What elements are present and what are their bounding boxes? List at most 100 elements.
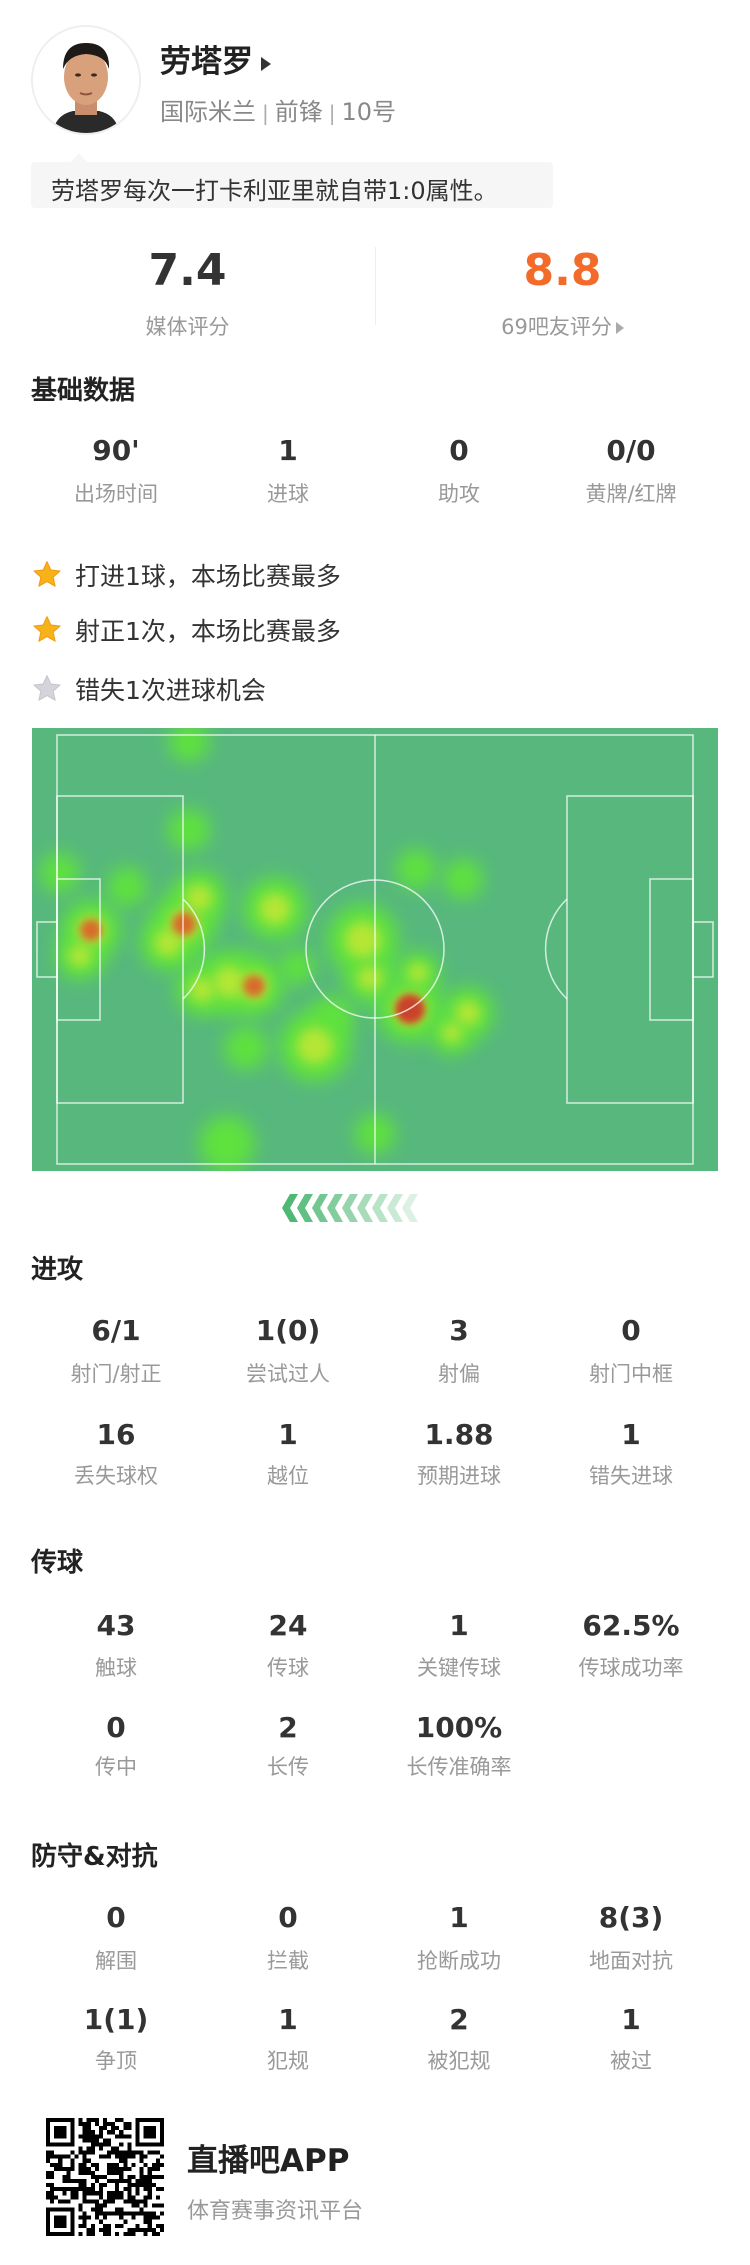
- left-penalty-arc: [182, 898, 206, 1000]
- stat-label: 被犯规: [427, 2049, 491, 2073]
- stat-label: 尝试过人: [246, 1362, 330, 1386]
- stat-value: 62.5%: [582, 1609, 680, 1642]
- divider: [375, 247, 376, 325]
- app-name: 直播吧APP: [187, 2143, 350, 2179]
- stat-label: 预期进球: [417, 1464, 501, 1488]
- stat-value: 16: [96, 1418, 136, 1451]
- section-title-basic: 基础数据: [31, 376, 136, 406]
- heat-spot: [443, 859, 483, 899]
- stat-value: 0/0: [606, 434, 656, 467]
- highlight-text: 打进1球，本场比赛最多: [75, 562, 341, 591]
- stat-label: 关键传球: [417, 1656, 501, 1680]
- stat-value: 0: [449, 434, 469, 467]
- chevron-left-icon: [327, 1194, 343, 1222]
- stat-value: 1: [278, 434, 298, 467]
- highlight-item: 打进1球，本场比赛最多: [31, 557, 341, 593]
- caret-right-icon: [261, 56, 271, 71]
- heatmap-layer: [40, 728, 494, 1171]
- stat-label: 传球成功率: [578, 1656, 684, 1680]
- stat-value: 100%: [415, 1711, 503, 1744]
- heat-spot: [69, 945, 91, 967]
- app-tagline: 体育赛事资讯平台: [187, 2199, 364, 2224]
- stat-label: 被过: [610, 2049, 652, 2073]
- stat-value: 6/1: [91, 1314, 141, 1347]
- stat-label: 传球: [267, 1656, 309, 1680]
- heat-spot: [107, 867, 147, 907]
- stat-label: 地面对抗: [589, 1949, 673, 1973]
- heatmap-pitch: [32, 728, 718, 1171]
- center-circle: [305, 879, 445, 1019]
- team-name: 国际米兰: [160, 98, 256, 126]
- fan-score-label: 69吧友评分: [501, 315, 612, 339]
- stat-label: 犯规: [267, 2049, 309, 2073]
- chevron-left-icon: [342, 1194, 358, 1222]
- chevron-left-icon: [297, 1194, 313, 1222]
- highlight-item: 错失1次进球机会: [31, 671, 266, 707]
- stat-value: 1(0): [255, 1314, 321, 1347]
- quote-text: 劳塔罗每次一打卡利亚里就自带1:0属性。: [51, 177, 498, 205]
- stat-label: 出场时间: [74, 482, 158, 506]
- player-info: 国际米兰 | 前锋 | 10号: [160, 92, 396, 127]
- star-gold-icon: [33, 561, 61, 587]
- heat-spot: [345, 922, 381, 958]
- quote-bubble: 劳塔罗每次一打卡利亚里就自带1:0属性。: [31, 153, 553, 208]
- stat-value: 43: [96, 1609, 136, 1642]
- section-title-passing: 传球: [31, 1548, 84, 1578]
- stat-label: 传中: [95, 1755, 137, 1779]
- stat-value: 0: [106, 1711, 126, 1744]
- chevron-left-icon: [357, 1194, 373, 1222]
- star-gray-icon: [33, 675, 61, 701]
- heat-spot: [224, 1026, 268, 1070]
- stat-label: 助攻: [438, 482, 480, 506]
- stat-label: 越位: [267, 1464, 309, 1488]
- stat-value: 24: [268, 1609, 308, 1642]
- player-number: 10号: [341, 98, 397, 126]
- stat-value: 1: [278, 2003, 298, 2036]
- stat-label: 错失进球: [589, 1464, 673, 1488]
- stat-value: 1: [278, 1418, 298, 1451]
- stat-label: 拦截: [267, 1949, 309, 1973]
- stat-label: 长传准确率: [406, 1755, 512, 1779]
- stat-value: 3: [449, 1314, 469, 1347]
- player-avatar[interactable]: [31, 25, 141, 135]
- heat-spot: [199, 1116, 255, 1171]
- player-position: 前锋: [274, 98, 323, 126]
- player-name[interactable]: 劳塔罗: [160, 36, 271, 81]
- chevron-left-icon: [387, 1194, 403, 1222]
- heat-spot: [213, 966, 245, 998]
- highlight-text: 错失1次进球机会: [75, 676, 266, 705]
- stat-value: 1.88: [424, 1418, 494, 1451]
- media-score-label: 媒体评分: [145, 315, 230, 339]
- fan-score-link[interactable]: 69吧友评分: [375, 311, 750, 341]
- section-title-defense: 防守&对抗: [31, 1842, 158, 1872]
- heat-spot: [190, 978, 214, 1002]
- heat-spot: [442, 1023, 462, 1043]
- heat-spot: [297, 1028, 333, 1064]
- stat-label: 解围: [95, 1949, 137, 1973]
- heat-spot: [154, 929, 182, 957]
- section-title-attack: 进攻: [31, 1255, 84, 1285]
- stat-label: 抢断成功: [417, 1949, 501, 1973]
- highlight-item: 射正1次，本场比赛最多: [31, 612, 341, 648]
- right-goal: [692, 921, 714, 978]
- stat-value: 0: [621, 1314, 641, 1347]
- stat-label: 进球: [267, 482, 309, 506]
- stat-label: 射门中框: [589, 1362, 673, 1386]
- stat-value: 1(1): [83, 2003, 149, 2036]
- right-penalty-arc: [544, 898, 568, 1000]
- stat-label: 丢失球权: [74, 1464, 158, 1488]
- stat-value: 90': [92, 434, 140, 467]
- highlight-text: 射正1次，本场比赛最多: [75, 617, 341, 646]
- caret-right-icon: [615, 322, 624, 334]
- heat-spot: [408, 963, 428, 983]
- heat-spot: [172, 912, 196, 936]
- qr-code[interactable]: [46, 2118, 164, 2236]
- stat-label: 触球: [95, 1656, 137, 1680]
- stat-label: 长传: [267, 1755, 309, 1779]
- heat-spot: [168, 809, 210, 851]
- chevron-left-icon: [402, 1194, 418, 1222]
- heat-spot: [456, 1001, 480, 1025]
- heat-spot: [243, 975, 265, 997]
- stat-value: 2: [449, 2003, 469, 2036]
- stat-value: 1: [449, 1901, 469, 1934]
